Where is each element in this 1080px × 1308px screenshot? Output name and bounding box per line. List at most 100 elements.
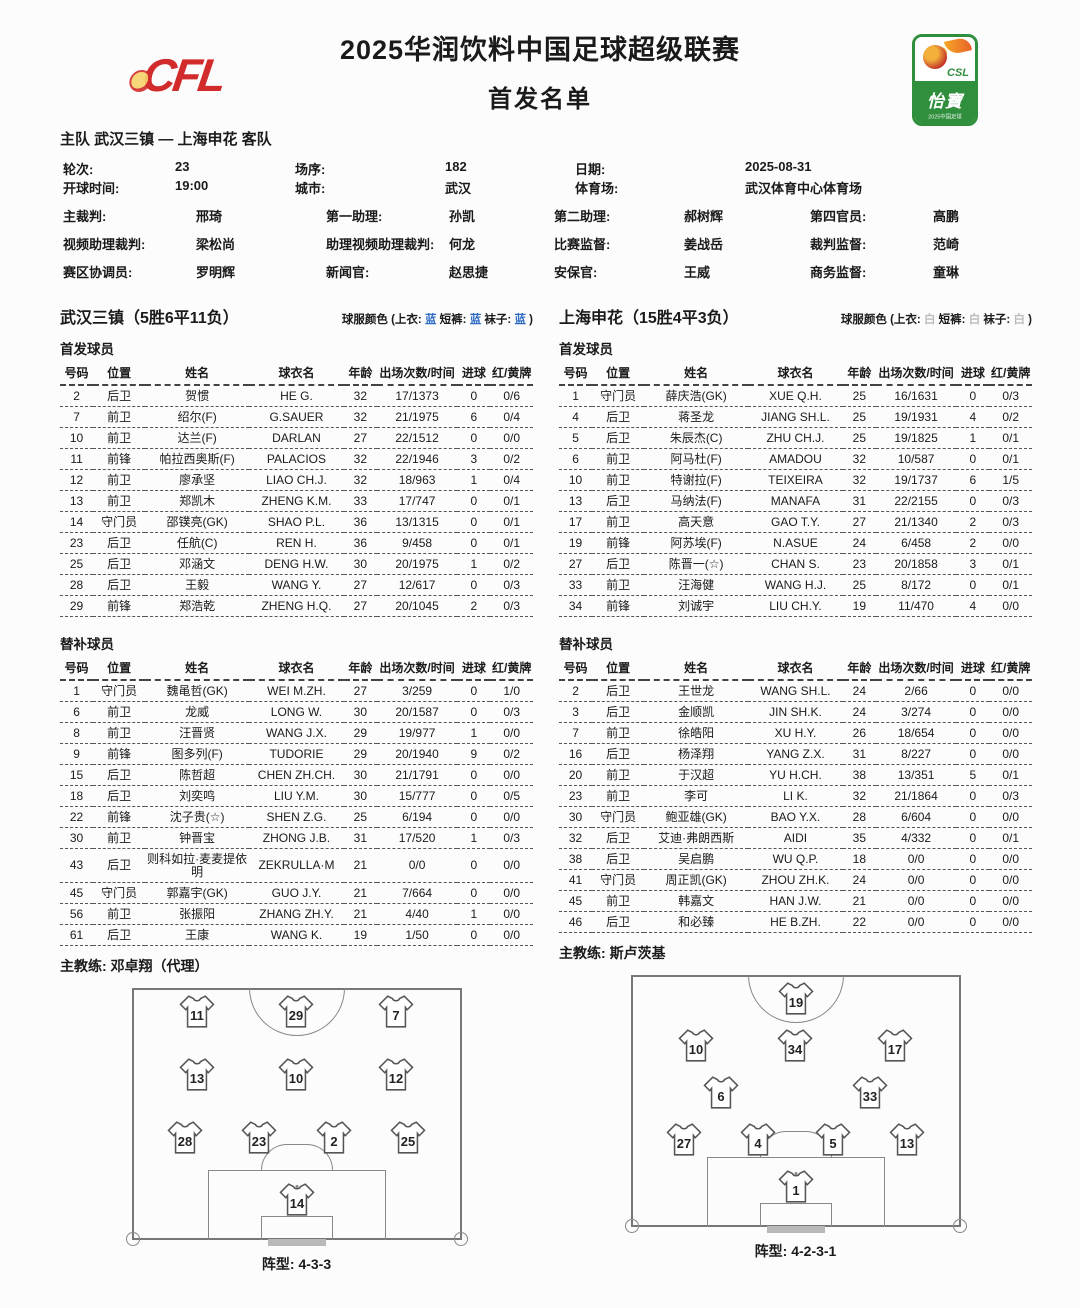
player-cell: 陈哲超: [145, 764, 250, 786]
player-cell: 22: [60, 806, 94, 828]
player-cell: 0/0: [989, 869, 1032, 891]
player-cell: 17/1373: [376, 385, 458, 407]
column-header: 球衣名: [748, 657, 843, 681]
player-cell: 21: [343, 882, 377, 904]
player-cell: ZHENG H.Q.: [249, 595, 344, 617]
column-header: 位置: [93, 362, 146, 386]
info-value: 武汉体育中心体育场: [745, 181, 863, 196]
info-label: 城市:: [295, 181, 326, 196]
player-cell: 10: [559, 469, 593, 491]
player-cell: 0: [956, 701, 990, 723]
player-cell: 22/1946: [376, 448, 458, 470]
player-cell: 贺惯: [145, 385, 250, 407]
player-cell: 21/1975: [376, 406, 458, 428]
player-cell: 0/0: [875, 848, 957, 870]
info-value: 高鹏: [933, 209, 960, 224]
player-cell: 后卫: [592, 827, 645, 849]
player-cell: 后卫: [592, 701, 645, 723]
player-cell: 19: [842, 595, 876, 617]
player-cell: 46: [559, 911, 593, 933]
player-cell: 后卫: [592, 743, 645, 765]
player-cell: 21: [842, 890, 876, 912]
info-label: 比赛监督:: [554, 237, 611, 252]
column-header: 号码: [60, 362, 94, 386]
player-cell: 后卫: [592, 848, 645, 870]
player-cell: 13/351: [875, 764, 957, 786]
info-label: 新闻官:: [326, 265, 370, 280]
player-cell: 0/2: [490, 553, 533, 575]
info-label: 开球时间:: [63, 181, 120, 196]
player-cell: 鲍亚雄(GK): [644, 806, 749, 828]
player-row: 7 前卫 徐皓阳 XU H.Y. 26 18/654 0 0/0: [559, 722, 1032, 744]
player-cell: 15: [60, 764, 94, 786]
player-cell: 21: [343, 903, 377, 925]
player-cell: 28: [60, 574, 94, 596]
player-cell: WANG J.X.: [249, 722, 344, 744]
player-cell: 0: [956, 806, 990, 828]
player-cell: 前卫: [592, 448, 645, 470]
player-cell: 0/3: [989, 385, 1032, 407]
player-cell: 马纳法(F): [644, 490, 749, 512]
player-cell: 1: [457, 469, 491, 491]
info-value: 范崎: [933, 237, 960, 252]
player-cell: 23: [60, 532, 94, 554]
player-cell: 沈子贵(☆): [145, 806, 250, 828]
player-cell: TEIXEIRA: [748, 469, 843, 491]
player-row: 2 后卫 贺惯 HE G. 32 17/1373 0 0/6: [60, 385, 533, 407]
player-cell: 守门员: [592, 869, 645, 891]
kit-suffix: ): [1028, 314, 1032, 326]
player-cell: 0/3: [989, 490, 1032, 512]
player-shirt: 28: [167, 1120, 203, 1154]
player-cell: 24: [842, 532, 876, 554]
player-cell: 前锋: [592, 532, 645, 554]
player-cell: 2: [956, 511, 990, 533]
player-cell: WU Q.P.: [748, 848, 843, 870]
player-cell: 1: [956, 427, 990, 449]
player-cell: 0: [956, 848, 990, 870]
player-cell: 19/1931: [875, 406, 957, 428]
info-label: 商务监督:: [810, 265, 867, 280]
player-shirt: 4: [740, 1123, 776, 1156]
player-cell: 前锋: [93, 595, 146, 617]
player-row: 33 前卫 汪海健 WANG H.J. 25 8/172 0 0/1: [559, 574, 1032, 596]
player-cell: 0/1: [989, 764, 1032, 786]
player-cell: 18: [842, 848, 876, 870]
player-cell: 绍尔(F): [145, 406, 250, 428]
competition-title: 2025华润饮料中国足球超级联赛: [339, 35, 741, 65]
player-cell: 5: [956, 764, 990, 786]
player-cell: MANAFA: [748, 490, 843, 512]
player-row: 27 后卫 陈晋一(☆) CHAN S. 23 20/1858 3 0/1: [559, 553, 1032, 575]
info-value: 童琳: [933, 265, 960, 280]
player-cell: 0: [457, 385, 491, 407]
player-cell: 郭嘉宇(GK): [145, 882, 250, 904]
column-header: 红/黄牌: [490, 657, 533, 681]
formation-row: 28 23 2 25: [134, 1120, 460, 1154]
player-cell: 9/458: [376, 532, 458, 554]
player-cell: 3/259: [376, 680, 458, 702]
player-shirt: 23: [241, 1120, 277, 1154]
away-coach-name: 斯卢茨基: [609, 945, 666, 961]
player-cell: 吴启鹏: [644, 848, 749, 870]
player-shirt: 10: [678, 1029, 714, 1062]
player-cell: 0: [457, 848, 491, 883]
player-cell: 56: [60, 903, 94, 925]
player-cell: 19: [343, 924, 377, 946]
svg-text:19: 19: [788, 995, 802, 1010]
info-value: 2025-08-31: [745, 159, 812, 174]
svg-text:5: 5: [829, 1136, 836, 1151]
player-cell: 9: [60, 743, 94, 765]
player-cell: 前卫: [592, 764, 645, 786]
player-cell: 0/3: [490, 827, 533, 849]
roster-header-row: 号码 位置 姓名 球衣名 年龄 出场次数/时间 进球 红/黄牌: [559, 657, 1032, 681]
player-cell: 前卫: [93, 427, 146, 449]
player-cell: 45: [559, 890, 593, 912]
player-cell: 30: [343, 764, 377, 786]
player-cell: 27: [842, 511, 876, 533]
player-cell: 0: [457, 532, 491, 554]
player-row: 41 守门员 周正凯(GK) ZHOU ZH.K. 24 0/0 0 0/0: [559, 869, 1032, 891]
home-coach-line: 主教练: 邓卓翔（代理）: [60, 956, 533, 976]
player-cell: ZEKRULLA·M: [249, 848, 344, 883]
player-row: 19 前锋 阿苏埃(F) N.ASUE 24 6/458 2 0/0: [559, 532, 1032, 554]
player-cell: 0/4: [490, 469, 533, 491]
player-cell: 1/0: [490, 680, 533, 702]
